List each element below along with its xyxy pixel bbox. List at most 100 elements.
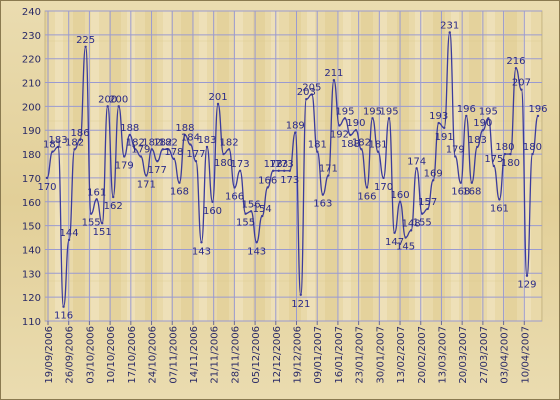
data-label: 166: [258, 175, 277, 186]
data-point: [454, 155, 457, 158]
data-label: 160: [391, 190, 410, 201]
data-point: [332, 78, 336, 82]
data-point: [531, 152, 534, 156]
x-tick-label: 10/04/2007: [520, 326, 531, 384]
data-point: [172, 157, 176, 161]
data-label: 116: [54, 311, 73, 322]
data-point: [161, 148, 165, 151]
data-point: [277, 169, 280, 172]
data-point: [354, 129, 358, 132]
data-label: 183: [197, 135, 216, 146]
data-point: [310, 93, 314, 96]
data-point: [56, 145, 60, 149]
data-label: 171: [319, 164, 338, 175]
data-point: [371, 117, 374, 120]
data-label: 161: [490, 203, 509, 214]
data-point: [404, 236, 407, 239]
data-label: 145: [396, 242, 415, 253]
data-label: 143: [192, 246, 211, 257]
data-point: [45, 176, 49, 180]
data-labels: 1701811831161441821862251551611512001622…: [37, 20, 547, 321]
data-point: [139, 155, 142, 158]
data-point: [178, 181, 181, 184]
y-tick-label: 180: [22, 150, 41, 161]
data-point: [520, 88, 523, 91]
data-label: 173: [275, 159, 294, 170]
data-point: [95, 198, 98, 201]
data-point: [288, 169, 291, 172]
data-label: 183: [468, 135, 487, 146]
data-point: [266, 186, 269, 189]
data-label: 182: [126, 137, 145, 148]
data-label: 188: [175, 123, 194, 134]
data-label: 205: [302, 82, 321, 93]
data-point: [222, 152, 225, 156]
data-label: 203: [297, 87, 316, 98]
data-point: [123, 155, 126, 158]
data-label: 200: [109, 94, 128, 105]
data-point: [283, 169, 286, 172]
data-label: 182: [65, 137, 84, 148]
data-label: 201: [208, 92, 227, 103]
data-point: [62, 305, 65, 308]
data-point: [387, 117, 391, 120]
data-label: 190: [346, 118, 365, 129]
data-point: [216, 102, 220, 106]
data-label: 169: [424, 168, 443, 179]
data-label: 178: [164, 147, 183, 158]
data-point: [106, 105, 109, 108]
data-point: [156, 160, 159, 163]
data-point: [487, 117, 490, 120]
y-tick-label: 140: [22, 245, 41, 256]
data-point: [244, 212, 247, 215]
data-label: 173: [280, 175, 299, 186]
x-tick-label: 19/09/2006: [44, 326, 55, 384]
data-label: 174: [407, 156, 426, 167]
data-label: 168: [451, 187, 470, 198]
x-tick-label: 28/11/2006: [230, 326, 241, 384]
x-tick-label: 26/09/2006: [65, 326, 76, 384]
data-point: [409, 229, 413, 232]
x-tick-label: 23/01/2007: [355, 326, 366, 384]
x-tick-label: 10/10/2006: [106, 326, 117, 384]
data-point: [112, 195, 115, 199]
data-point: [167, 148, 170, 151]
data-point: [67, 238, 71, 242]
data-label: 192: [330, 129, 349, 140]
data-label: 154: [253, 204, 272, 215]
data-point: [382, 176, 385, 180]
data-label: 173: [231, 159, 250, 170]
data-label: 200: [98, 94, 117, 105]
data-label: 181: [43, 140, 62, 151]
data-point: [249, 210, 253, 213]
y-tick-label: 170: [22, 174, 41, 185]
data-point: [327, 174, 330, 177]
data-label: 195: [363, 106, 382, 117]
data-point: [459, 181, 462, 184]
data-label: 168: [462, 187, 481, 198]
data-point: [260, 214, 264, 218]
data-label: 182: [153, 137, 172, 148]
series: [45, 31, 540, 308]
data-label: 155: [236, 218, 255, 229]
data-label: 181: [368, 140, 387, 151]
data-point: [73, 148, 76, 151]
x-tick-label: 03/04/2007: [500, 326, 511, 384]
data-point: [338, 124, 341, 127]
data-label: 177: [148, 165, 167, 176]
data-point: [398, 200, 402, 203]
data-label: 179: [131, 144, 150, 155]
data-point: [443, 126, 446, 130]
y-tick-label: 220: [22, 55, 41, 66]
data-point: [514, 67, 518, 70]
data-label: 179: [115, 160, 134, 171]
y-tick-label: 210: [22, 79, 41, 90]
x-tick-label: 13/03/2007: [437, 326, 448, 384]
x-tick-label: 07/11/2006: [168, 326, 179, 384]
data-point: [145, 174, 148, 177]
data-point: [437, 121, 440, 125]
x-tick-label: 20/03/2007: [458, 326, 469, 384]
y-tick-label: 130: [22, 269, 41, 280]
data-label: 195: [479, 106, 498, 117]
